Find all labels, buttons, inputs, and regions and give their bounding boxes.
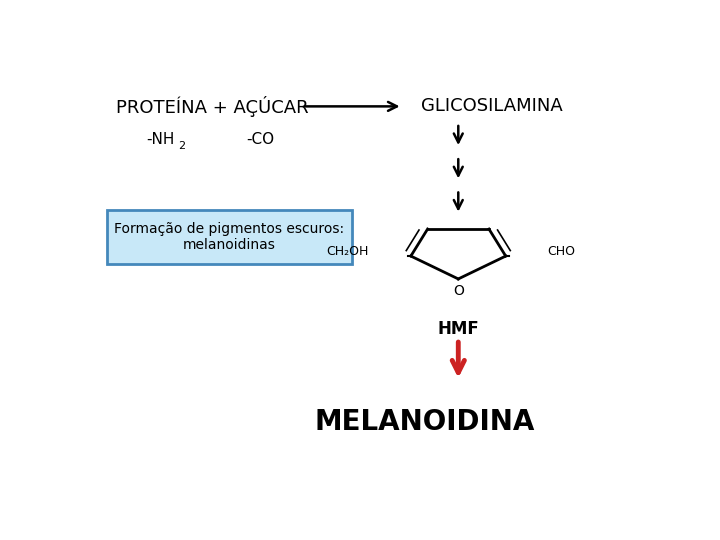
Text: -NH: -NH [145,132,174,147]
Text: -CO: -CO [246,132,274,147]
Text: MELANOIDINA: MELANOIDINA [315,408,535,436]
Text: HMF: HMF [438,320,479,338]
Text: O: O [453,284,464,298]
Text: CHO: CHO [547,245,575,259]
Text: PROTEÍNA + AÇÚCAR: PROTEÍNA + AÇÚCAR [117,96,309,117]
Text: 2: 2 [178,141,185,151]
Text: GLICOSILAMINA: GLICOSILAMINA [421,97,562,116]
Text: Formação de pigmentos escuros:
melanoidinas: Formação de pigmentos escuros: melanoidi… [114,222,345,253]
Bar [107,211,352,265]
Text: CH₂OH: CH₂OH [327,245,369,259]
